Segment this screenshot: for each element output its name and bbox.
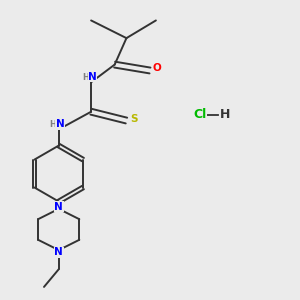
- Text: Cl: Cl: [194, 108, 207, 121]
- Text: N: N: [56, 119, 64, 129]
- Text: N: N: [54, 248, 63, 257]
- Text: H: H: [220, 108, 230, 121]
- Text: O: O: [153, 63, 162, 73]
- Text: S: S: [130, 114, 138, 124]
- Text: N: N: [88, 72, 97, 82]
- Text: N: N: [54, 202, 63, 212]
- Text: H: H: [82, 74, 89, 82]
- Text: H: H: [50, 121, 56, 130]
